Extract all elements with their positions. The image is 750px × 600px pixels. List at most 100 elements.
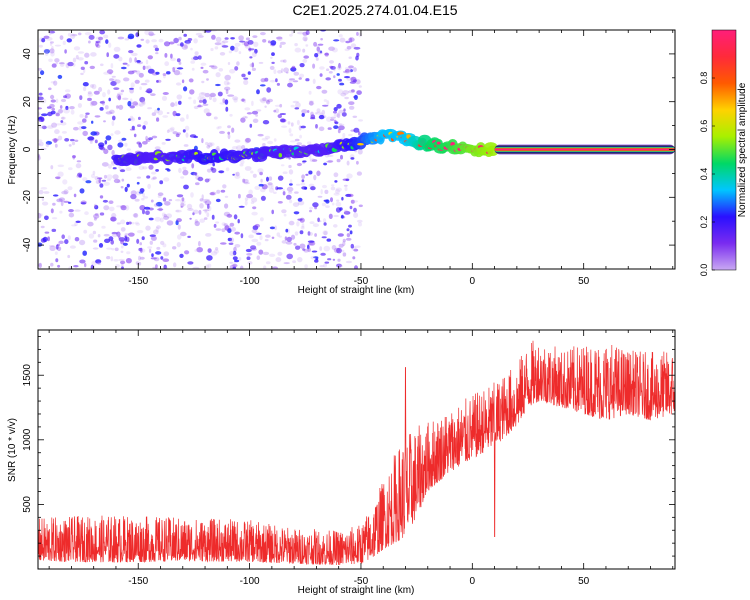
- spectrogram-cell: [82, 118, 87, 123]
- spectrogram-cell: [87, 97, 92, 101]
- spectrogram-cell: [142, 192, 146, 198]
- spectrogram-cell: [46, 106, 52, 109]
- spectrogram-cell: [339, 207, 343, 211]
- spectrogram-cell: [255, 114, 258, 117]
- spectrogram-cell: [358, 204, 363, 208]
- spectrogram-cell: [318, 171, 322, 175]
- spectrogram-cell: [321, 109, 326, 116]
- spectrogram-cell: [90, 52, 97, 57]
- spectrogram-cell: [109, 72, 112, 75]
- spectrogram-cell: [186, 203, 193, 210]
- spectrogram-cell: [45, 37, 53, 41]
- spectrogram-cell: [116, 222, 121, 225]
- spectrogram-cell: [218, 68, 224, 72]
- spectrogram-cell: [136, 70, 141, 75]
- spectrogram-cell: [53, 80, 58, 86]
- spectrogram-cell: [224, 195, 229, 198]
- spectrogram-cell: [331, 184, 335, 187]
- spectrogram-cell: [305, 44, 309, 47]
- spectrogram-cell: [323, 162, 327, 166]
- spectrogram-cell: [232, 256, 238, 261]
- spectrogram-cell: [116, 205, 122, 208]
- spectrogram-cell: [57, 74, 63, 79]
- spectrogram-cell: [161, 142, 166, 145]
- spectrogram-cell: [317, 220, 322, 223]
- spectrogram-cell: [314, 259, 319, 263]
- spectrogram-cell: [252, 35, 258, 38]
- spectrogram-cell: [252, 51, 257, 58]
- spectrogram-cell: [304, 37, 308, 42]
- spectrogram-cell: [207, 203, 210, 209]
- spectrogram-cell: [288, 78, 296, 81]
- spectrogram-cell: [282, 171, 288, 174]
- spectrogram-cell: [111, 212, 117, 219]
- spectrogram-cell: [59, 105, 63, 109]
- spectrogram-cell: [78, 125, 82, 131]
- spectrogram-cell: [253, 41, 259, 47]
- spectrogram-cell: [68, 209, 74, 213]
- spectrogram-cell: [45, 141, 53, 145]
- spectrogram-cell: [120, 66, 127, 70]
- spectrogram-cell: [309, 221, 315, 225]
- spectrogram-cell: [193, 172, 198, 176]
- spectrogram-cell: [173, 69, 181, 76]
- spectrogram-cell: [54, 58, 60, 63]
- spectrogram-cell: [150, 177, 155, 181]
- spectrogram-cell: [226, 82, 231, 85]
- spectrogram-cell: [307, 244, 310, 250]
- spectrogram-cell: [340, 154, 343, 160]
- spectrogram-cell: [230, 237, 235, 243]
- spectrogram-cell: [267, 40, 271, 44]
- spectrogram-cell: [77, 103, 82, 108]
- spectrogram-cell: [47, 236, 50, 242]
- spectrogram-cell: [87, 92, 93, 97]
- spectrogram-cell: [48, 245, 55, 247]
- spectrogram-cell: [172, 131, 178, 135]
- spectrogram-cell: [147, 107, 153, 110]
- spectrogram-cell: [57, 164, 65, 168]
- spectrogram-cell: [308, 102, 315, 106]
- spectrogram-cell: [302, 58, 308, 63]
- spectrogram-cell: [70, 138, 75, 142]
- spectrogram-cell: [121, 178, 125, 182]
- spectrogram-cell: [225, 89, 229, 95]
- spectrogram-cell: [234, 139, 241, 143]
- spectrogram-cell: [213, 116, 218, 120]
- spectrogram-cell: [138, 261, 142, 266]
- spectrogram-cell: [331, 47, 338, 53]
- spectrogram-cell: [249, 56, 253, 59]
- spectrogram-cell: [135, 222, 140, 226]
- spectrogram-cell: [346, 45, 352, 50]
- spectrogram-cell: [164, 201, 171, 206]
- spectrogram-cell: [38, 263, 42, 267]
- spectrogram-cell: [95, 41, 99, 47]
- spectrogram-cell: [59, 61, 65, 67]
- spectrogram-cell: [163, 41, 171, 47]
- spectrogram-cell: [322, 184, 327, 189]
- spectrogram-cell: [89, 65, 96, 70]
- spectrogram-cell: [121, 266, 124, 269]
- spectrogram-cell: [55, 98, 59, 104]
- spectrogram-cell: [76, 160, 82, 163]
- spectrogram-cell: [72, 155, 76, 159]
- spectrogram-cell: [240, 265, 244, 269]
- spectrogram-cell: [104, 238, 111, 243]
- spectrogram-cell: [77, 121, 84, 125]
- spectrogram-cell: [294, 191, 299, 194]
- spectrogram-cell: [99, 212, 105, 216]
- spectrogram-cell: [175, 209, 182, 213]
- spectrogram-cell: [271, 236, 275, 239]
- spectrogram-cell: [54, 251, 58, 255]
- spectrogram-cell: [267, 182, 273, 186]
- spectrogram-cell: [103, 174, 108, 179]
- spectrogram-cell: [198, 210, 202, 215]
- spectrogram-panel: -150 -100 -50 0 50 -40 -20 0 20 40 Height of str…: [7, 29, 676, 296]
- spectrogram-cell: [150, 199, 154, 203]
- spectrogram-cell: [213, 223, 217, 228]
- spectrogram-cell: [42, 236, 48, 243]
- spectrogram-cell: [162, 73, 167, 76]
- spectrogram-cell: [152, 176, 157, 180]
- spectrogram-cell: [131, 70, 138, 73]
- spectrogram-ridge-core: [357, 142, 364, 146]
- spectrogram-cell: [153, 257, 160, 262]
